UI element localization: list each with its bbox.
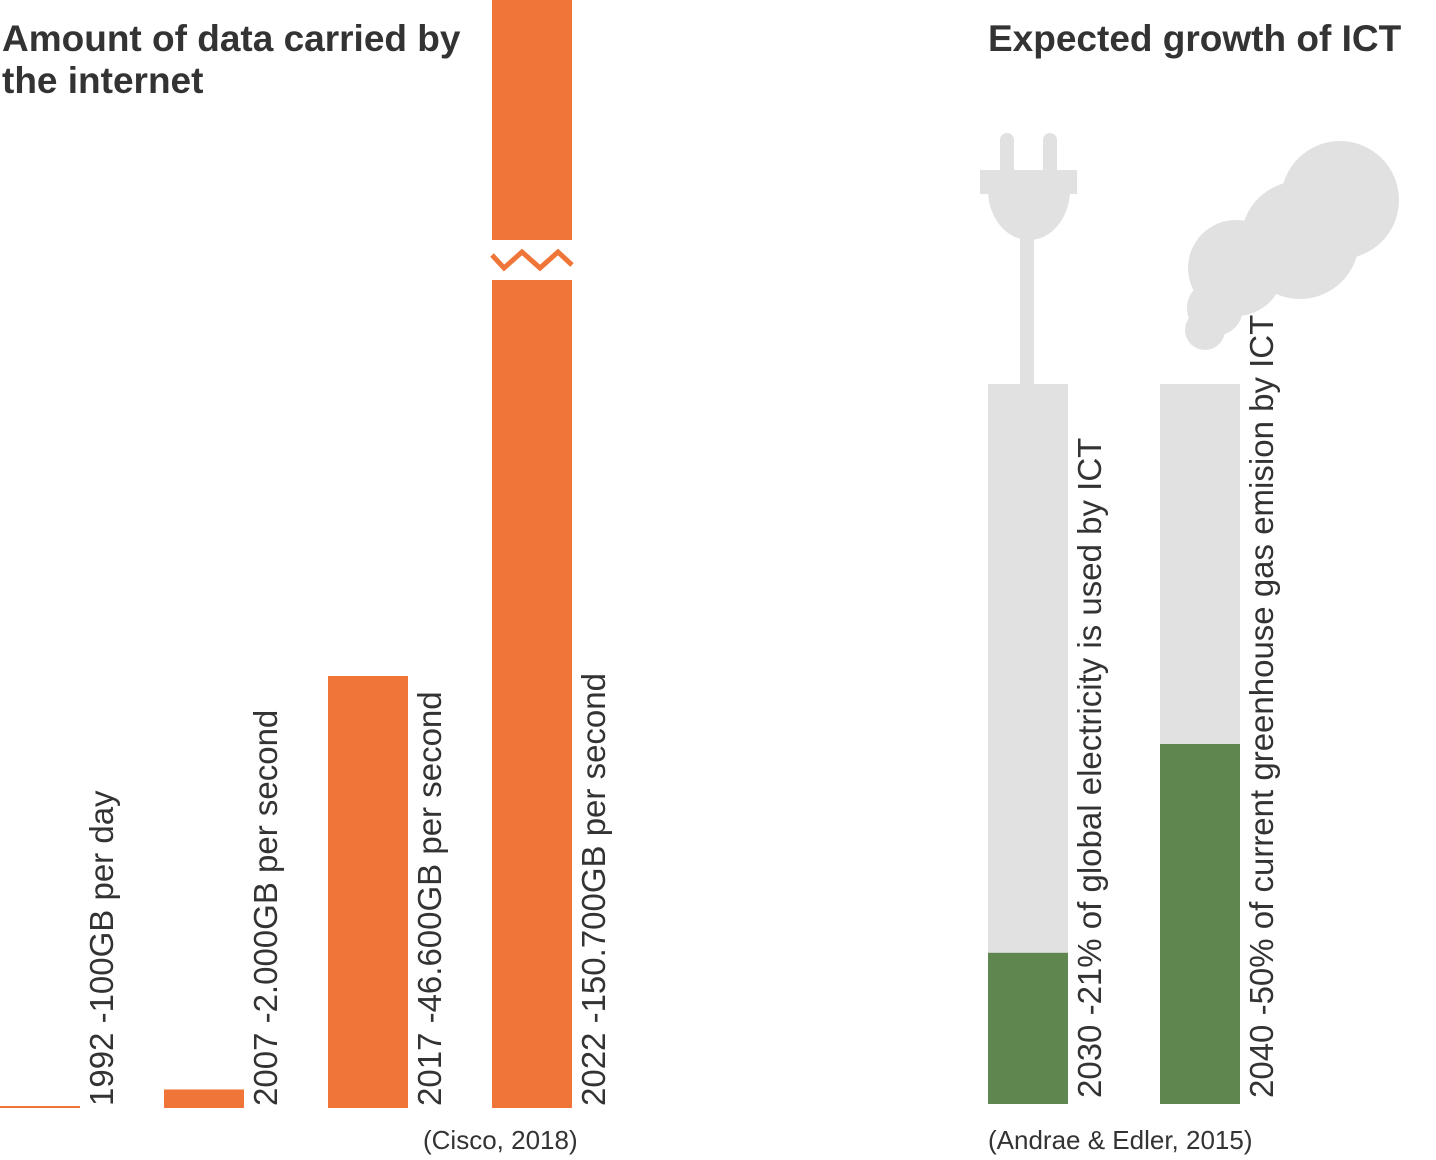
- cloud-icon: [1185, 141, 1399, 350]
- chart-title-internet-data: Amount of data carried by the internet: [2, 18, 461, 101]
- bar-1992: [0, 1106, 80, 1108]
- bar-label-2007: 2007 -2.000GB per second: [247, 709, 284, 1106]
- axis-break-mark: [490, 248, 574, 272]
- bar-2017: [328, 676, 408, 1108]
- source-andrae-edler: (Andrae & Edler, 2015): [988, 1125, 1253, 1155]
- bar-2007: [164, 1089, 244, 1108]
- bar-label-2030: 2030 -21% of global electricity is used …: [1071, 437, 1108, 1098]
- bar-label-2040: 2040 -50% of current greenhouse gas emis…: [1243, 314, 1280, 1098]
- chart-title-ict-growth: Expected growth of ICT: [988, 18, 1402, 59]
- bar-2040: [1160, 744, 1240, 1104]
- source-cisco: (Cisco, 2018): [423, 1125, 578, 1155]
- bar-2030: [988, 952, 1068, 1104]
- plug-icon: [980, 133, 1077, 385]
- bar-label-2017: 2017 -46.600GB per second: [411, 691, 448, 1106]
- bar-label-1992: 1992 -100GB per day: [83, 790, 120, 1106]
- bar-label-2022: 2022 -150.700GB per second: [575, 673, 612, 1106]
- bar-2022-lower: [492, 280, 572, 1108]
- bar-2022-upper: [492, 0, 572, 240]
